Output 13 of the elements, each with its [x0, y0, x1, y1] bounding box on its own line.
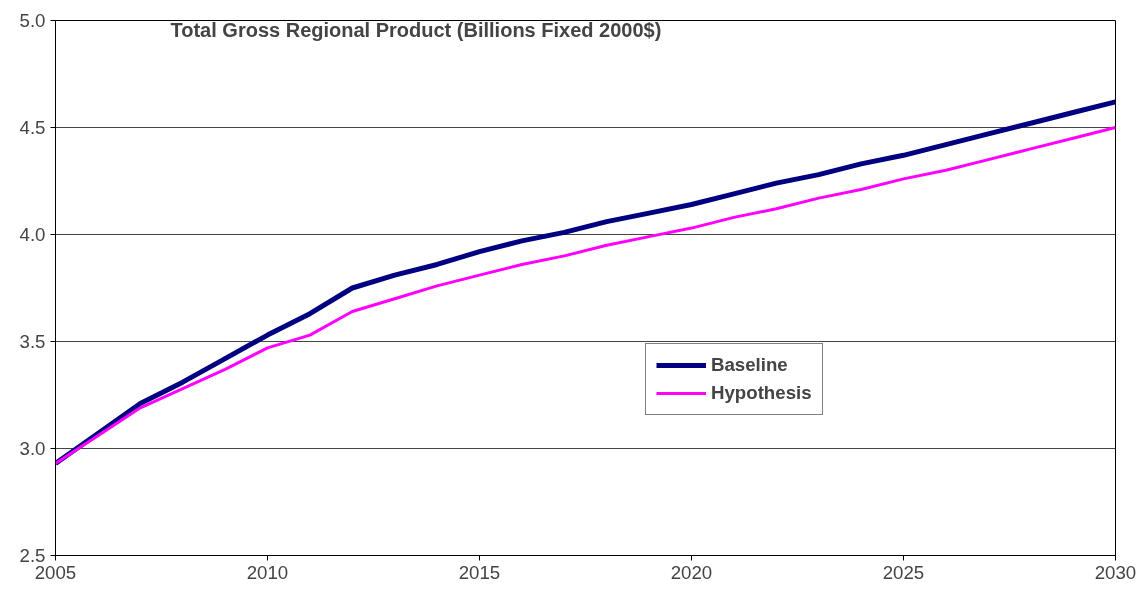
x-tick-label: 2010: [246, 561, 289, 583]
x-tick-label: 2030: [1094, 561, 1137, 583]
y-tick-label: 3.5: [19, 331, 46, 352]
y-tick-label: 3.0: [19, 438, 46, 459]
x-tick-label: 2025: [882, 561, 925, 583]
x-tick-label: 2020: [670, 561, 713, 583]
legend-label: Hypothesis: [711, 382, 812, 404]
legend-label: Baseline: [711, 354, 788, 376]
chart-title: Total Gross Regional Product (Billions Fixed 2000$): [170, 18, 662, 41]
y-tick-label: 4.5: [19, 117, 46, 138]
y-tick-label: 5.0: [19, 10, 46, 31]
y-tick-label: 4.0: [19, 224, 46, 245]
x-tick-label: 2015: [458, 561, 501, 583]
